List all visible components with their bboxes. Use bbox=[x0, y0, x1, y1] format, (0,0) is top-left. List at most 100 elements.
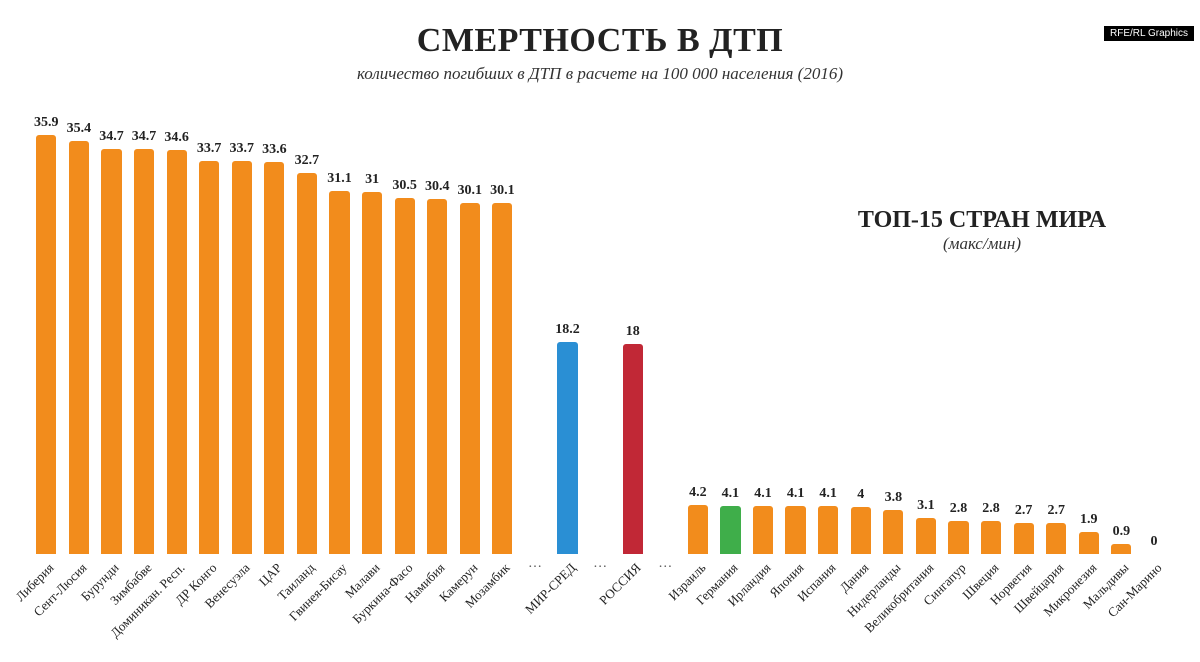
bar-slot: 30.5Буркина-Фасо bbox=[388, 134, 421, 554]
bar-value: 4.1 bbox=[722, 486, 740, 502]
bar-slot: 34.7Бурунди bbox=[95, 134, 128, 554]
bar-value: 31 bbox=[365, 172, 379, 188]
bar-slot: 1.9Микронезия bbox=[1073, 134, 1106, 554]
bar-value: 33.6 bbox=[262, 142, 287, 158]
bar bbox=[557, 342, 577, 554]
bar bbox=[1046, 523, 1066, 555]
bar-value: 30.4 bbox=[425, 179, 450, 195]
bar-slot: 2.7Швейцария bbox=[1040, 134, 1073, 554]
bar-value: 31.1 bbox=[327, 171, 352, 187]
bar-slot: 2.8Сингапур bbox=[942, 134, 975, 554]
bar-value: 34.7 bbox=[99, 129, 124, 145]
group-separator: … bbox=[528, 556, 542, 572]
bar bbox=[948, 521, 968, 554]
bar-slot: 0.9Мальдивы bbox=[1105, 134, 1138, 554]
bar-slot: 4.2Израиль bbox=[682, 134, 715, 554]
bar-value: 30.1 bbox=[458, 183, 483, 199]
bar bbox=[981, 521, 1001, 554]
bar-value: 32.7 bbox=[295, 153, 320, 169]
bar-value: 30.5 bbox=[392, 178, 417, 194]
bar-value: 35.4 bbox=[67, 121, 92, 137]
bar bbox=[916, 518, 936, 554]
bar-value: 4.1 bbox=[754, 486, 772, 502]
bar bbox=[720, 506, 740, 554]
source-tag: RFE/RL Graphics bbox=[1104, 26, 1194, 41]
bar bbox=[1111, 544, 1131, 555]
bar-value: 30.1 bbox=[490, 183, 515, 199]
bar-slot: 33.7ДР Конго bbox=[193, 134, 226, 554]
bar-value: 18 bbox=[626, 324, 640, 340]
bar-value: 3.1 bbox=[917, 498, 935, 514]
bar-slot: 4.1Япония bbox=[779, 134, 812, 554]
bar-value: 2.7 bbox=[1015, 503, 1033, 519]
bar-slot: 4Дания bbox=[844, 134, 877, 554]
bar-value: 2.7 bbox=[1047, 503, 1065, 519]
bar-value: 4.2 bbox=[689, 485, 707, 501]
bar-slot: 35.4Сент-Люсия bbox=[63, 134, 96, 554]
bar-slot: 33.6ЦАР bbox=[258, 134, 291, 554]
bar-slot: 30.1Камерун bbox=[454, 134, 487, 554]
bar-slot: 3.8Нидерланды bbox=[877, 134, 910, 554]
bar-slot: 30.1Мозамбик bbox=[486, 134, 519, 554]
bar-value: 3.8 bbox=[885, 490, 903, 506]
bar-slot: 33.7Венесуэла bbox=[225, 134, 258, 554]
bar-slot: 18.2МИР-СРЕД bbox=[551, 134, 584, 554]
bar bbox=[818, 506, 838, 554]
group-separator: … bbox=[593, 556, 607, 572]
bar bbox=[851, 507, 871, 554]
bar bbox=[264, 162, 284, 554]
bar-value: 2.8 bbox=[950, 501, 968, 517]
bar bbox=[1014, 523, 1034, 555]
bar-value: 4.1 bbox=[819, 486, 837, 502]
bar-value: 0.9 bbox=[1113, 524, 1131, 540]
bar-slot: 0Сан-Марино bbox=[1138, 134, 1171, 554]
chart-subtitle: количество погибших в ДТП в расчете на 1… bbox=[0, 64, 1200, 84]
bar-slot: 31.1Гвинея-Бисау bbox=[323, 134, 356, 554]
bar bbox=[329, 191, 349, 554]
plot-area: 35.9Либерия35.4Сент-Люсия34.7Бурунди34.7… bbox=[30, 134, 1170, 554]
bar bbox=[623, 344, 643, 554]
bar-value: 0 bbox=[1150, 534, 1157, 550]
bar bbox=[167, 150, 187, 554]
bar bbox=[134, 149, 154, 554]
bar-slot: 30.4Намибия bbox=[421, 134, 454, 554]
bar bbox=[395, 198, 415, 554]
bar-value: 34.7 bbox=[132, 129, 157, 145]
bar-slot: 32.7Таиланд bbox=[291, 134, 324, 554]
bar bbox=[492, 203, 512, 554]
bar bbox=[232, 161, 252, 554]
bar-slot: 4.1Ирландия bbox=[747, 134, 780, 554]
bar-slot: 35.9Либерия bbox=[30, 134, 63, 554]
bar bbox=[199, 161, 219, 554]
bar bbox=[753, 506, 773, 554]
bar bbox=[1079, 532, 1099, 554]
bar-value: 33.7 bbox=[230, 141, 255, 157]
group-separator: … bbox=[658, 556, 672, 572]
bar-slot: 4.1Испания bbox=[812, 134, 845, 554]
bar-slot: 34.7Зимбабве bbox=[128, 134, 161, 554]
bar bbox=[362, 192, 382, 554]
bar-slot: 2.7Норвегия bbox=[1007, 134, 1040, 554]
bar-value: 34.6 bbox=[164, 130, 189, 146]
bar-value: 1.9 bbox=[1080, 512, 1098, 528]
chart-title: СМЕРТНОСТЬ В ДТП bbox=[0, 22, 1200, 60]
bar bbox=[460, 203, 480, 554]
bar bbox=[785, 506, 805, 554]
bar-value: 4 bbox=[857, 487, 864, 503]
bar-slot: 3.1Великобритания bbox=[910, 134, 943, 554]
bar bbox=[688, 505, 708, 554]
bar bbox=[297, 173, 317, 555]
bar bbox=[883, 510, 903, 554]
bar-value: 4.1 bbox=[787, 486, 805, 502]
bar bbox=[101, 149, 121, 554]
bar-slot: 34.6Доминикан. Респ. bbox=[160, 134, 193, 554]
bar-value: 2.8 bbox=[982, 501, 1000, 517]
bar-slot: 4.1Германия bbox=[714, 134, 747, 554]
bar-value: 35.9 bbox=[34, 115, 59, 131]
bar bbox=[69, 141, 89, 554]
bar-slot: 31Малави bbox=[356, 134, 389, 554]
bar-value: 18.2 bbox=[555, 322, 580, 338]
bar-chart: 35.9Либерия35.4Сент-Люсия34.7Бурунди34.7… bbox=[30, 134, 1170, 634]
bar bbox=[36, 135, 56, 554]
bar bbox=[427, 199, 447, 554]
